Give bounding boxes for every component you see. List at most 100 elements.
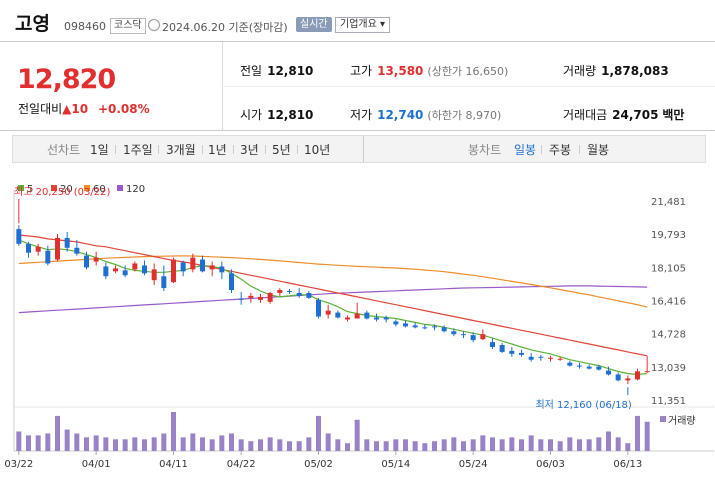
y-tick-label: 14,728 xyxy=(651,330,686,341)
candle-body xyxy=(151,269,157,281)
period-1w[interactable]: 1주일 xyxy=(123,143,153,157)
volume-bar xyxy=(412,441,418,451)
candle-body xyxy=(451,331,457,335)
volume-bar xyxy=(383,441,389,451)
candle-body xyxy=(577,365,582,367)
volume-bar xyxy=(122,439,128,451)
x-tick-label: 06/03 xyxy=(536,459,565,470)
candle-body xyxy=(615,374,621,381)
change-value: 10 xyxy=(71,102,89,116)
divider xyxy=(222,86,715,87)
candle-body xyxy=(93,257,99,262)
candle-weekly[interactable]: 주봉 xyxy=(549,143,572,157)
legend-label: 20 xyxy=(60,184,73,195)
volume-bar xyxy=(151,437,157,451)
x-tick-label: 03/22 xyxy=(4,459,33,470)
candle-body xyxy=(45,250,51,264)
volume-bar xyxy=(422,443,428,451)
volume-bar xyxy=(644,421,650,451)
volume-bar xyxy=(451,437,457,451)
candle-body xyxy=(200,259,205,272)
legend-swatch xyxy=(84,185,90,191)
volume-bar xyxy=(55,415,60,451)
candle-body xyxy=(209,265,215,270)
candle-body xyxy=(219,266,225,273)
candle-body xyxy=(519,352,524,355)
volume-bar xyxy=(509,437,515,451)
candle-body xyxy=(470,335,476,341)
candle-body xyxy=(499,345,505,352)
period-10y[interactable]: 10년 xyxy=(304,143,331,157)
line-chart-label[interactable]: 선차트 xyxy=(47,143,81,157)
period-5y[interactable]: 5년 xyxy=(272,143,291,157)
candle-body xyxy=(122,270,128,276)
separator xyxy=(297,145,298,154)
volume-bar xyxy=(615,437,621,451)
candle-body xyxy=(461,334,466,336)
separator xyxy=(541,145,542,154)
candle-body xyxy=(180,262,186,272)
volume-bar xyxy=(103,437,109,451)
candle-monthly[interactable]: 월봉 xyxy=(587,143,610,157)
x-tick-label: 04/22 xyxy=(227,459,256,470)
volume-bar xyxy=(461,441,466,451)
candle-body xyxy=(113,268,118,272)
y-tick-label: 21,481 xyxy=(651,197,686,208)
candle-body xyxy=(412,325,418,328)
candle-body xyxy=(625,378,631,381)
volume-bar xyxy=(441,439,447,451)
volume-bar xyxy=(74,433,80,451)
legend-swatch xyxy=(51,185,57,191)
realtime-button[interactable]: 실시간 xyxy=(296,17,332,32)
volume-bar xyxy=(171,412,176,451)
company-overview-button[interactable]: 기업개요 ▾ xyxy=(335,17,390,33)
candle-body xyxy=(596,366,602,370)
period-1d[interactable]: 1일 xyxy=(90,143,109,157)
volume-legend-label: 거래량 xyxy=(668,415,696,427)
separator xyxy=(202,145,203,154)
volume-bar xyxy=(64,429,70,451)
volume-bar xyxy=(45,433,51,451)
ma20-line xyxy=(18,234,648,357)
period-1y[interactable]: 1년 xyxy=(208,143,227,157)
low-price: 저가 12,740 (하한가 8,970) xyxy=(350,108,502,122)
volume-bar xyxy=(248,441,254,451)
candle-body xyxy=(635,371,640,380)
candle-body xyxy=(277,290,283,293)
candle-daily[interactable]: 일봉 xyxy=(514,143,537,157)
change-label: 전일대비 xyxy=(18,102,63,116)
candle-body xyxy=(383,317,389,320)
volume-bar xyxy=(93,435,99,451)
candle-body xyxy=(509,350,515,354)
candle-body xyxy=(480,334,486,340)
amount-stat: 거래대금 24,705 백만 xyxy=(563,108,685,122)
y-tick-label: 16,416 xyxy=(651,297,686,308)
period-3m[interactable]: 3개월 xyxy=(166,143,196,157)
separator xyxy=(158,145,159,154)
candle-chart-label[interactable]: 봉차트 xyxy=(468,143,502,157)
candle-body xyxy=(345,317,350,320)
candle-body xyxy=(364,312,370,319)
high-price: 고가 13,580 (상한가 16,650) xyxy=(350,64,509,78)
volume-bar xyxy=(364,439,370,451)
candle-body xyxy=(258,296,263,300)
candle-body xyxy=(432,326,437,328)
candle-body xyxy=(287,290,292,292)
candle-body xyxy=(374,317,379,320)
volume-bar xyxy=(200,437,205,451)
x-tick-label: 05/14 xyxy=(381,459,410,470)
ma60-line xyxy=(18,255,648,308)
chart-toolbar: 선차트 1일 1주일 3개월 1년 3년 5년 10년 봉차트 일봉 주봉 월봉 xyxy=(12,135,706,163)
candle-body xyxy=(490,342,495,347)
x-tick-label: 06/13 xyxy=(613,459,642,470)
volume-bar xyxy=(354,419,360,451)
volume-bar xyxy=(113,439,118,451)
candle-body xyxy=(267,292,273,302)
candle-body xyxy=(393,321,399,325)
volume-bar xyxy=(432,441,437,451)
period-3y[interactable]: 3년 xyxy=(240,143,259,157)
stock-header: 고영 098460 코스닥 2024.06.20 기준(장마감) 실시간 기업개… xyxy=(0,0,715,40)
volume-bar xyxy=(84,437,89,451)
candlestick-chart: 5 20 60 120 21,481 19,793 18,105 16,416 14,728 13… xyxy=(4,184,714,470)
candle-body xyxy=(306,292,312,298)
